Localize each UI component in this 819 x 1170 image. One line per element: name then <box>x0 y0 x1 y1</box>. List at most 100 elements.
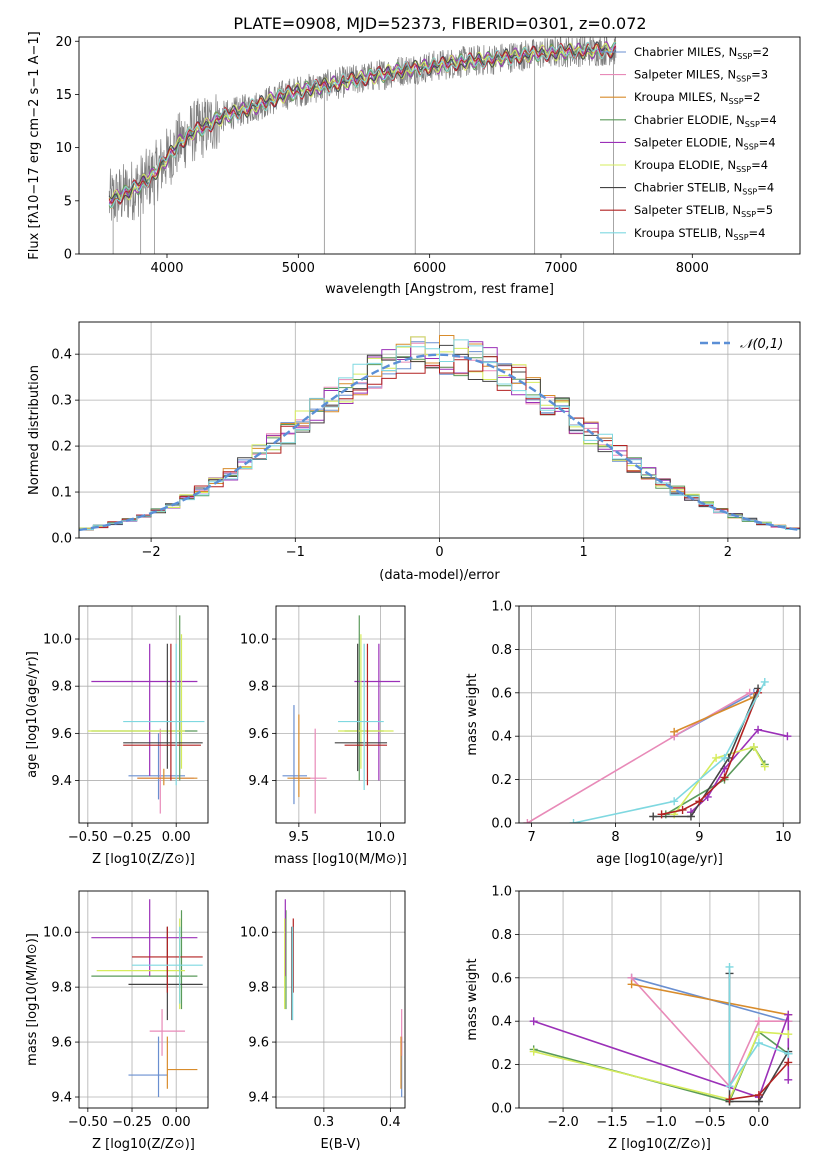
x-tick-label: 2 <box>724 545 732 560</box>
y-axis-label: Normed distribution <box>27 365 42 495</box>
weight-marker <box>720 753 729 762</box>
legend-subscript: SSP <box>737 52 752 61</box>
axes-frame <box>78 36 801 255</box>
mass_vs_ebv-plot-area <box>284 899 403 1098</box>
legend-count: =3 <box>751 68 768 82</box>
y-tick-label: 10.0 <box>240 926 269 941</box>
mass_vs_Z-plot-area <box>91 899 203 1098</box>
x-tick-label: −0.25 <box>112 1115 152 1130</box>
legend-count: =4 <box>751 158 768 172</box>
x-tick-label: 10.0 <box>366 830 395 845</box>
legend-subscript: SSP <box>736 165 751 174</box>
axes-frame <box>275 890 406 1109</box>
histogram-step <box>79 356 800 538</box>
legend-entry: Kroupa MILES, NSSP=2 <box>634 90 760 106</box>
weight-marker <box>754 1090 763 1099</box>
legend-entry: Kroupa STELIB, NSSP=4 <box>634 226 765 242</box>
x-tick-label: 8 <box>611 830 619 845</box>
y-tick-label: 20 <box>55 35 72 50</box>
y-tick-label: 0.2 <box>51 440 72 455</box>
y-tick-label: 9.8 <box>51 680 72 695</box>
spectrum-panel: 4000 5000 6000 7000 8000 0 5 10 15 20 wavelength [… <box>27 31 801 297</box>
y-axis-label: mass [log10(M/M⊙)] <box>25 933 40 1066</box>
y-tick-label: 10.0 <box>240 633 269 648</box>
weight-line <box>661 692 759 816</box>
y-tick-label: 0.4 <box>491 730 512 745</box>
axes-frame <box>518 890 801 1109</box>
model-spectrum-line <box>108 41 616 209</box>
legend-entry: Salpeter ELODIE, NSSP=4 <box>634 135 776 151</box>
x-tick-label: 9 <box>695 830 703 845</box>
y-tick-label: 10 <box>55 141 72 156</box>
x-tick-label: 0.00 <box>162 1115 191 1130</box>
weight_vs_Z-plot-area <box>529 962 793 1106</box>
weight-marker <box>745 688 754 697</box>
weight-marker <box>754 1038 763 1047</box>
legend-subscript: SSP <box>742 188 757 197</box>
legend-count: =2 <box>744 90 761 104</box>
y-tick-label: 9.6 <box>248 727 269 742</box>
legend-text: Kroupa MILES, N <box>634 90 729 104</box>
model-spectrum-line <box>108 42 617 205</box>
y-axis-label: age [log10(age/yr)] <box>25 651 40 778</box>
y-tick-label: 0.0 <box>51 532 72 547</box>
y-tick-label: 0.8 <box>491 643 512 658</box>
y-tick-label: 0.8 <box>491 928 512 943</box>
x-tick-label: 7000 <box>544 261 577 276</box>
legend-text: Salpeter ELODIE, N <box>634 135 744 149</box>
weight-marker <box>754 1028 763 1037</box>
weight-marker <box>529 1047 538 1056</box>
x-tick-label: 8000 <box>676 261 709 276</box>
weight-marker <box>712 753 721 762</box>
legend-text: Chabrier MILES, N <box>634 45 737 59</box>
weight_vs_age-panel: 7 8 9 10 0.0 0.2 0.4 0.6 0.8 1.0 age [log10(age/yr… <box>465 600 801 867</box>
y-tick-label: 0.6 <box>491 686 512 701</box>
y-tick-label: 1.0 <box>491 885 512 900</box>
weight-marker <box>754 1017 763 1026</box>
legend-text: Chabrier ELODIE, N <box>634 113 745 127</box>
x-axis-label: Z [log10(Z/Z⊙)] <box>92 1137 195 1152</box>
x-tick-label: −0.5 <box>694 1115 726 1130</box>
y-tick-label: 0.3 <box>51 394 72 409</box>
y-tick-label: 10.0 <box>43 633 72 648</box>
weight-marker <box>649 812 658 821</box>
legend-subscript: SSP <box>734 233 749 242</box>
y-tick-label: 9.4 <box>51 774 72 789</box>
x-tick-label: −0.50 <box>68 1115 108 1130</box>
x-axis-label: E(B-V) <box>320 1137 360 1152</box>
y-tick-label: 5 <box>64 194 72 209</box>
weight-marker <box>670 727 679 736</box>
x-tick-label: −2.0 <box>547 1115 579 1130</box>
legend-subscript: SSP <box>741 210 756 219</box>
age_vs_mass-panel: 9.5 10.0 9.4 9.6 9.8 10.0 mass [log10(M/M⊙)] <box>240 605 407 867</box>
x-tick-label: −0.50 <box>68 830 108 845</box>
weight-marker <box>783 732 792 741</box>
weight-line <box>631 977 789 1088</box>
legend-count: =2 <box>752 45 769 59</box>
weight-marker <box>754 725 763 734</box>
x-tick-label: 4000 <box>150 261 183 276</box>
legend-entry: Salpeter STELIB, NSSP=5 <box>634 203 773 219</box>
weight-marker <box>725 962 734 971</box>
y-tick-label: 0.4 <box>51 348 72 363</box>
x-tick-label: 0 <box>435 545 443 560</box>
axes-frame <box>275 605 406 824</box>
y-tick-label: 0.1 <box>51 486 72 501</box>
x-axis-label: age [log10(age/yr)] <box>596 852 723 867</box>
y-tick-label: 15 <box>55 88 72 103</box>
x-tick-label: 0.0 <box>749 1115 770 1130</box>
y-tick-label: 9.8 <box>248 981 269 996</box>
y-tick-label: 9.8 <box>248 680 269 695</box>
weight_vs_Z-panel: −2.0 −1.5 −1.0 −0.5 0.0 0.0 0.2 0.4 0.6 0.8 1.0 Z [… <box>465 885 801 1152</box>
legend-entry: Chabrier ELODIE, NSSP=4 <box>634 113 777 129</box>
y-tick-label: 0.0 <box>491 1102 512 1117</box>
axes-frame <box>78 890 209 1109</box>
x-tick-label: 5000 <box>282 261 315 276</box>
figure-title: PLATE=0908, MJD=52373, FIBERID=0301, z=0… <box>233 14 646 33</box>
legend-count: =4 <box>749 226 766 240</box>
legend-text: Salpeter STELIB, N <box>634 203 741 217</box>
legend-entry: Chabrier STELIB, NSSP=4 <box>634 181 774 197</box>
age_vs_mass-plot-area <box>282 615 401 814</box>
mass_vs_ebv-panel: 0.3 0.4 9.4 9.6 9.8 10.0 E(B-V) <box>240 890 406 1152</box>
